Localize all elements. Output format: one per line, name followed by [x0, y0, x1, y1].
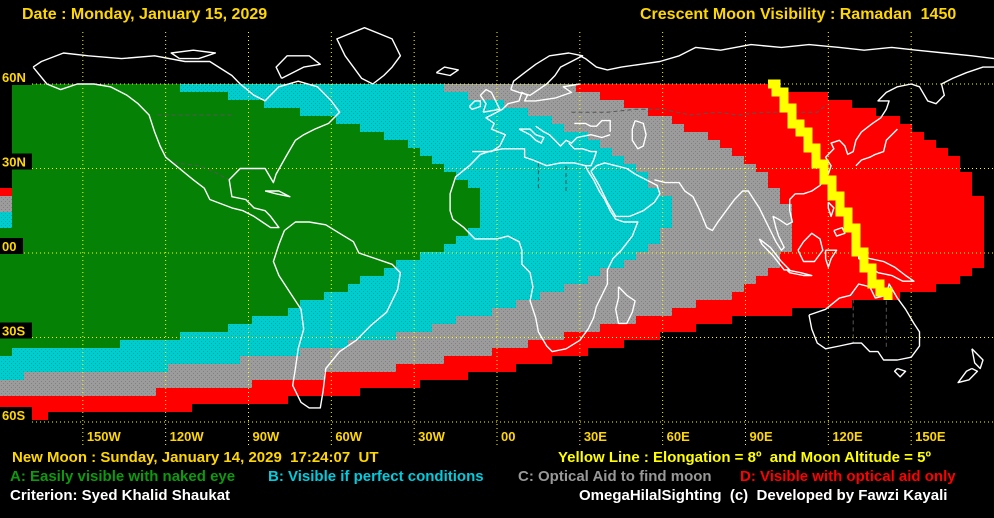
- legend-item-b: B: Visible if perfect conditions: [268, 468, 484, 485]
- coastline: [827, 201, 835, 218]
- coastline: [797, 232, 824, 263]
- visibility-legend: A: Easily visible with naked eye B: Visib…: [0, 468, 994, 486]
- coastline: [579, 43, 994, 71]
- coastline: [449, 148, 639, 353]
- legend-item-c: C: Optical Aid to find moon: [518, 468, 712, 485]
- criterion-label: Criterion: Syed Khalid Shaukat: [10, 487, 231, 504]
- longitude-label: 150E: [915, 429, 946, 444]
- coastline: [631, 119, 647, 150]
- coastline: [855, 128, 898, 167]
- coastline: [833, 226, 846, 237]
- coastline: [615, 286, 636, 325]
- coastline: [824, 249, 838, 268]
- date-label: Date : Monday, January 15, 2029: [22, 6, 268, 23]
- latitude-label: 60N: [2, 70, 26, 85]
- longitude-label: 150W: [87, 429, 122, 444]
- new-moon-label: New Moon : Sunday, January 14, 2029 17:2…: [12, 449, 379, 466]
- coastline: [468, 100, 482, 110]
- page-title: Crescent Moon Visibility : Ramadan 1450: [640, 6, 957, 23]
- longitude-label: 90E: [750, 429, 773, 444]
- latitude-label-bg: [0, 407, 32, 424]
- legend-item-a: A: Easily visible with naked eye: [10, 468, 236, 485]
- legend-item-d: D: Visible with optical aid only: [740, 468, 956, 485]
- coastline: [786, 269, 813, 277]
- longitude-label: 00: [501, 429, 515, 444]
- longitude-label: 30E: [584, 429, 607, 444]
- longitude-label: 30W: [418, 429, 445, 444]
- credit-label: OmegaHilalSighting (c) Developed by Fawz…: [579, 487, 948, 504]
- latitude-label-bg: [0, 238, 23, 254]
- coastline: [170, 49, 217, 60]
- latitude-label: 00: [2, 239, 16, 254]
- coastline: [479, 88, 501, 113]
- latitude-label: 30N: [2, 154, 26, 169]
- longitude-label: 90W: [253, 429, 280, 444]
- coastline: [654, 66, 994, 251]
- coastline: [272, 221, 402, 409]
- coastline: [518, 128, 545, 144]
- yellow-line-note: Yellow Line : Elongation = 8º and Moon A…: [558, 449, 931, 466]
- coastline: [336, 27, 402, 85]
- longitude-label: 60W: [335, 429, 362, 444]
- country-border: [571, 103, 829, 116]
- coastline: [893, 367, 907, 378]
- coastline: [808, 283, 921, 361]
- coastline: [275, 55, 321, 80]
- country-border: [173, 162, 230, 181]
- latitude-label: 30S: [2, 324, 25, 339]
- longitude-label: 120E: [832, 429, 863, 444]
- latitude-label: 60S: [2, 408, 25, 423]
- coastline: [971, 348, 984, 370]
- coastline: [574, 119, 611, 132]
- coastline: [32, 52, 341, 229]
- longitude-label: 60E: [667, 429, 690, 444]
- coastline: [535, 125, 611, 147]
- coastline: [590, 162, 661, 218]
- latitude-label-bg: [0, 322, 32, 339]
- latitude-label-bg: [0, 68, 32, 85]
- coastline: [510, 52, 584, 96]
- latitude-label-bg: [0, 153, 32, 170]
- coastline: [472, 83, 580, 153]
- yellow-elongation-line: [768, 79, 893, 300]
- visibility-zone-a: [0, 84, 480, 356]
- coastline: [568, 142, 598, 167]
- coastline: [435, 66, 459, 77]
- longitude-label: 120W: [170, 429, 205, 444]
- coastline: [957, 367, 979, 384]
- coastline: [264, 190, 291, 198]
